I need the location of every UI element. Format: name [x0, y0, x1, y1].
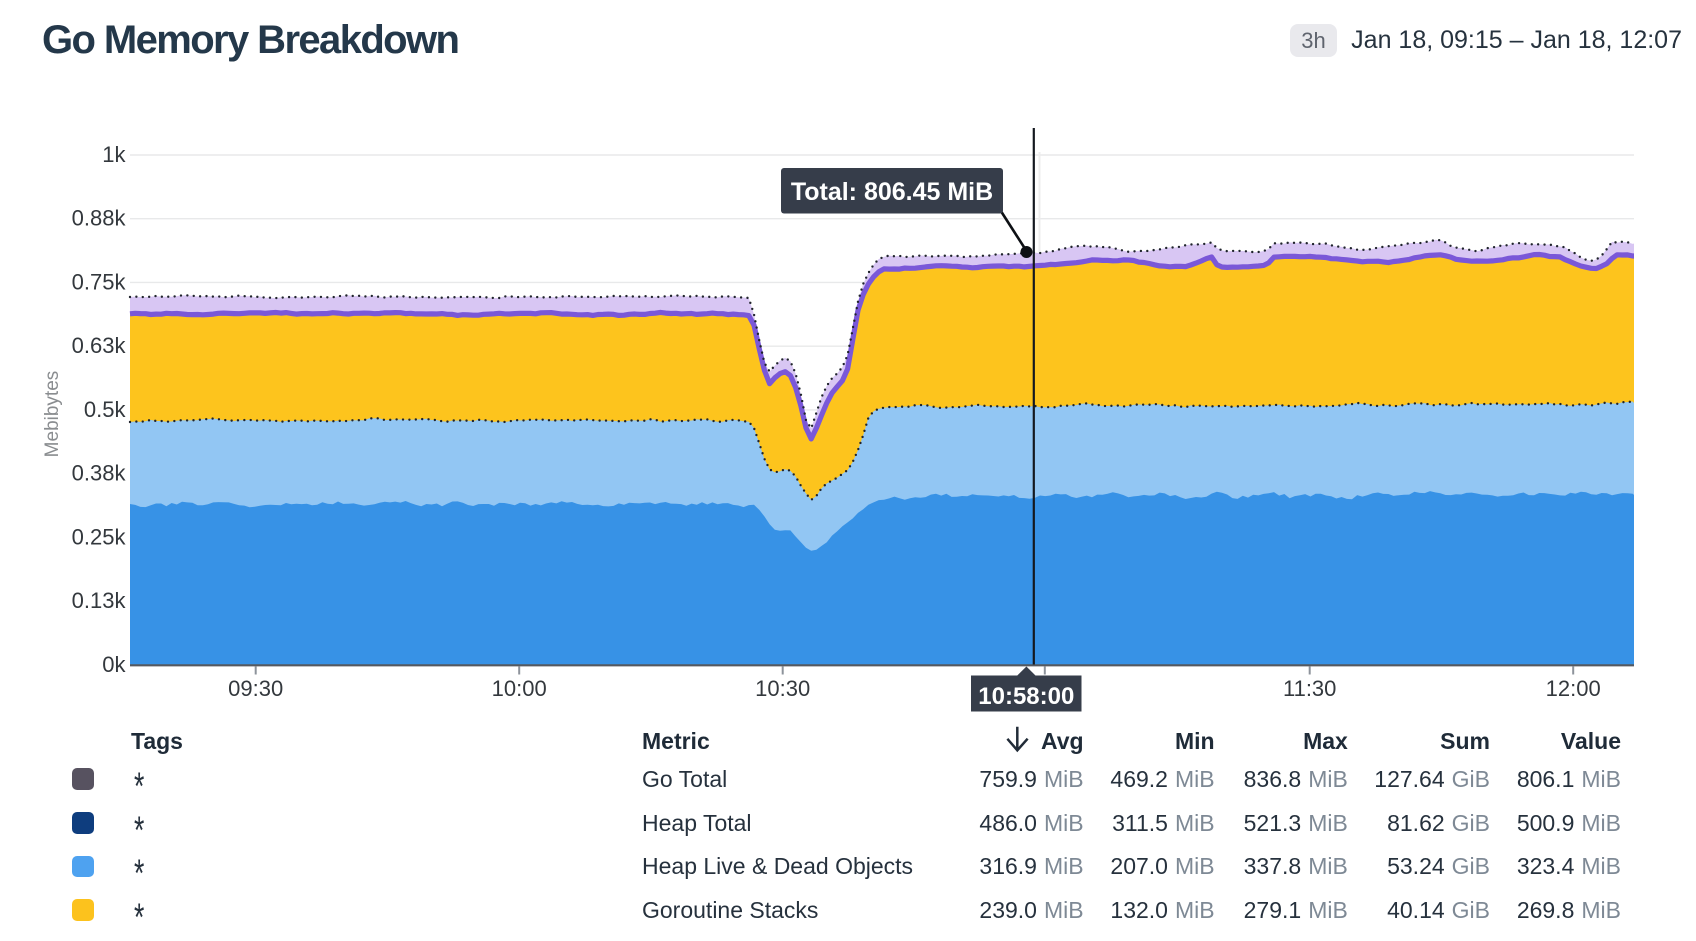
svg-text:Mebibytes: Mebibytes	[42, 371, 63, 458]
svg-text:0.75k: 0.75k	[72, 269, 127, 294]
svg-text:0.38k: 0.38k	[72, 461, 127, 486]
svg-text:10:58:00: 10:58:00	[978, 683, 1074, 710]
svg-text:0.25k: 0.25k	[72, 524, 127, 549]
svg-text:11:30: 11:30	[1283, 676, 1336, 701]
svg-text:09:30: 09:30	[228, 676, 283, 701]
svg-text:0.5k: 0.5k	[84, 397, 127, 422]
svg-text:0.88k: 0.88k	[72, 206, 127, 231]
svg-text:Total: 806.45 MiB: Total: 806.45 MiB	[791, 178, 993, 206]
svg-text:0.63k: 0.63k	[72, 333, 127, 358]
svg-text:12:00: 12:00	[1546, 676, 1601, 701]
svg-text:10:00: 10:00	[492, 676, 547, 701]
svg-text:0k: 0k	[102, 652, 126, 677]
svg-text:10:30: 10:30	[755, 676, 810, 701]
svg-text:0.13k: 0.13k	[72, 588, 127, 613]
svg-text:1k: 1k	[102, 142, 126, 167]
